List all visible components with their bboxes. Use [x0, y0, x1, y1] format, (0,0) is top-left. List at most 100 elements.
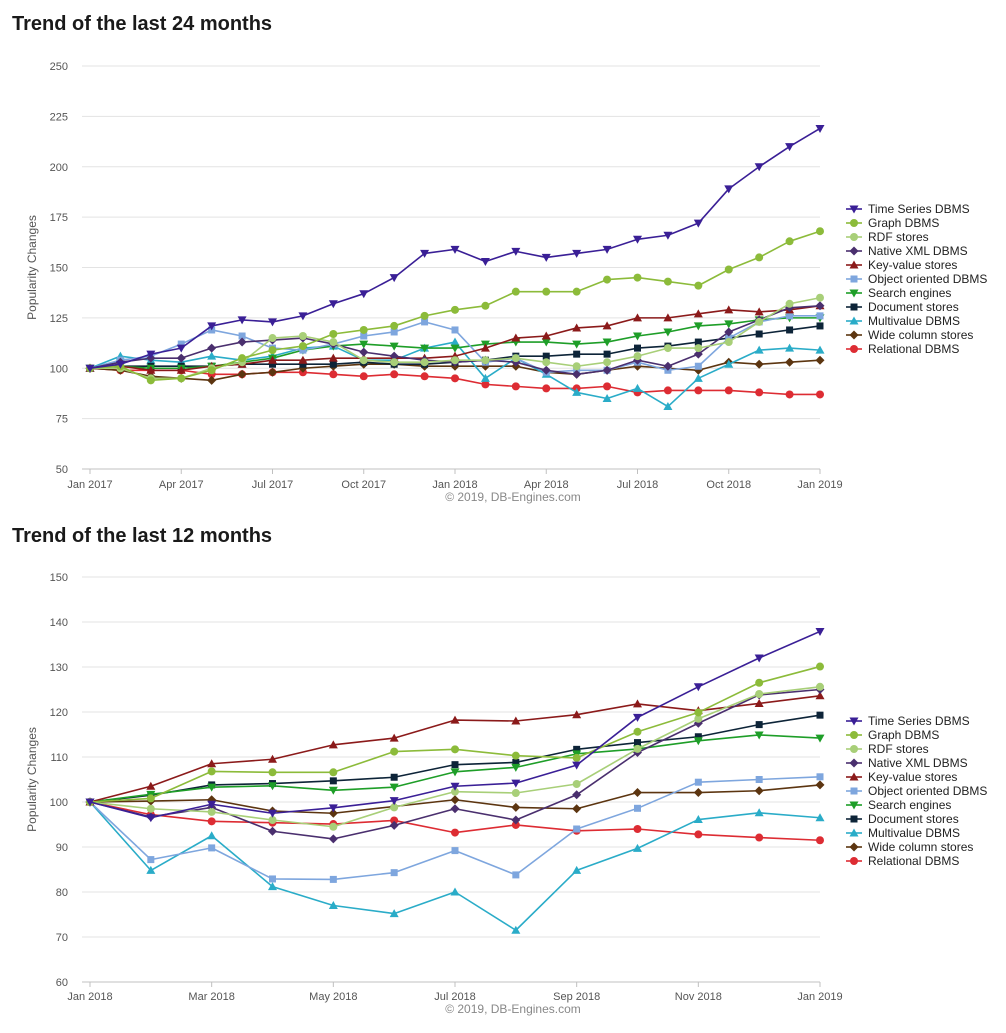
- data-point-rdf-stores[interactable]: [724, 338, 733, 347]
- data-point-time-series-dbms[interactable]: [693, 683, 703, 692]
- data-point-object-oriented-dbms[interactable]: [390, 328, 398, 336]
- data-point-object-oriented-dbms[interactable]: [269, 875, 276, 883]
- data-point-key-value-stores[interactable]: [633, 699, 642, 708]
- data-point-time-series-dbms[interactable]: [572, 761, 582, 770]
- data-point-multivalue-dbms[interactable]: [450, 887, 460, 896]
- series-object-oriented-dbms[interactable]: [86, 773, 824, 883]
- data-point-wide-column-stores[interactable]: [785, 357, 795, 367]
- data-point-native-xml-dbms[interactable]: [541, 365, 551, 375]
- data-point-rdf-stores[interactable]: [420, 358, 429, 367]
- data-point-object-oriented-dbms[interactable]: [694, 362, 702, 370]
- data-point-key-value-stores[interactable]: [450, 715, 460, 724]
- data-point-graph-dbms[interactable]: [694, 708, 703, 717]
- legend-item-native-xml-dbms[interactable]: Native XML DBMS: [846, 244, 968, 258]
- data-point-multivalue-dbms[interactable]: [754, 808, 764, 817]
- data-point-document-stores[interactable]: [634, 344, 641, 352]
- data-point-multivalue-dbms[interactable]: [663, 402, 673, 411]
- data-point-key-value-stores[interactable]: [328, 740, 338, 749]
- legend-item-time-series-dbms[interactable]: Time Series DBMS: [846, 714, 970, 728]
- data-point-relational-dbms[interactable]: [603, 382, 612, 391]
- data-point-multivalue-dbms[interactable]: [754, 345, 764, 354]
- data-point-native-xml-dbms[interactable]: [176, 353, 186, 363]
- data-point-rdf-stores[interactable]: [694, 714, 703, 723]
- data-point-object-oriented-dbms[interactable]: [147, 856, 155, 864]
- data-point-graph-dbms[interactable]: [603, 275, 612, 284]
- data-point-rdf-stores[interactable]: [694, 344, 703, 353]
- data-point-relational-dbms[interactable]: [207, 817, 216, 826]
- data-point-multivalue-dbms[interactable]: [511, 925, 521, 934]
- data-point-graph-dbms[interactable]: [451, 745, 459, 754]
- data-point-key-value-stores[interactable]: [724, 305, 734, 314]
- data-point-rdf-stores[interactable]: [816, 293, 824, 302]
- data-point-wide-column-stores[interactable]: [237, 369, 247, 379]
- data-point-graph-dbms[interactable]: [146, 376, 155, 385]
- data-point-native-xml-dbms[interactable]: [237, 337, 247, 347]
- data-point-relational-dbms[interactable]: [451, 828, 459, 837]
- data-point-graph-dbms[interactable]: [298, 342, 307, 351]
- data-point-multivalue-dbms[interactable]: [389, 909, 399, 918]
- data-point-time-series-dbms[interactable]: [420, 249, 430, 258]
- data-point-multivalue-dbms[interactable]: [146, 865, 156, 874]
- data-point-graph-dbms[interactable]: [207, 767, 216, 776]
- data-point-native-xml-dbms[interactable]: [663, 361, 673, 371]
- data-point-key-value-stores[interactable]: [389, 733, 399, 742]
- data-point-multivalue-dbms[interactable]: [207, 351, 217, 360]
- series-graph-dbms[interactable]: [86, 227, 824, 385]
- data-point-rdf-stores[interactable]: [633, 744, 642, 753]
- data-point-time-series-dbms[interactable]: [450, 245, 460, 254]
- data-point-graph-dbms[interactable]: [146, 794, 155, 803]
- data-point-key-value-stores[interactable]: [511, 716, 521, 725]
- legend-item-multivalue-dbms[interactable]: Multivalue DBMS: [846, 826, 960, 840]
- data-point-object-oriented-dbms[interactable]: [816, 773, 824, 781]
- data-point-native-xml-dbms[interactable]: [207, 343, 217, 353]
- data-point-search-engines[interactable]: [815, 734, 825, 743]
- data-point-document-stores[interactable]: [451, 761, 459, 769]
- data-point-search-engines[interactable]: [450, 768, 460, 777]
- data-point-time-series-dbms[interactable]: [815, 124, 825, 133]
- data-point-graph-dbms[interactable]: [359, 325, 368, 334]
- data-point-wide-column-stores[interactable]: [450, 795, 460, 805]
- data-point-time-series-dbms[interactable]: [359, 290, 369, 299]
- data-point-graph-dbms[interactable]: [816, 227, 824, 236]
- data-point-graph-dbms[interactable]: [663, 277, 672, 286]
- data-point-document-stores[interactable]: [542, 352, 550, 360]
- data-point-rdf-stores[interactable]: [359, 356, 368, 365]
- data-point-document-stores[interactable]: [694, 338, 702, 346]
- data-point-time-series-dbms[interactable]: [237, 316, 247, 325]
- legend-item-graph-dbms[interactable]: Graph DBMS: [846, 216, 939, 230]
- data-point-multivalue-dbms[interactable]: [328, 901, 338, 909]
- data-point-key-value-stores[interactable]: [663, 313, 673, 322]
- data-point-object-oriented-dbms[interactable]: [360, 332, 368, 340]
- legend-item-graph-dbms[interactable]: Graph DBMS: [846, 728, 939, 742]
- data-point-graph-dbms[interactable]: [481, 301, 490, 310]
- legend-item-relational-dbms[interactable]: Relational DBMS: [846, 854, 959, 868]
- data-point-relational-dbms[interactable]: [816, 390, 824, 399]
- data-point-native-xml-dbms[interactable]: [572, 369, 582, 379]
- legend-item-rdf-stores[interactable]: RDF stores: [846, 230, 929, 244]
- data-point-time-series-dbms[interactable]: [724, 185, 734, 194]
- data-point-native-xml-dbms[interactable]: [693, 349, 703, 359]
- data-point-rdf-stores[interactable]: [785, 299, 794, 308]
- data-point-object-oriented-dbms[interactable]: [634, 804, 641, 812]
- series-rdf-stores[interactable]: [86, 682, 824, 831]
- series-time-series-dbms[interactable]: [85, 627, 825, 823]
- data-point-search-engines[interactable]: [633, 332, 642, 341]
- data-point-rdf-stores[interactable]: [390, 358, 399, 367]
- data-point-key-value-stores[interactable]: [328, 353, 338, 362]
- data-point-relational-dbms[interactable]: [359, 372, 368, 381]
- data-point-graph-dbms[interactable]: [755, 253, 764, 262]
- legend-item-wide-column-stores[interactable]: Wide column stores: [846, 328, 973, 342]
- data-point-wide-column-stores[interactable]: [693, 788, 703, 798]
- data-point-document-stores[interactable]: [694, 733, 702, 741]
- credit-text[interactable]: © 2019, DB-Engines.com: [445, 490, 581, 504]
- data-point-time-series-dbms[interactable]: [572, 249, 582, 258]
- data-point-wide-column-stores[interactable]: [207, 375, 217, 385]
- data-point-multivalue-dbms[interactable]: [815, 813, 825, 822]
- data-point-object-oriented-dbms[interactable]: [451, 847, 459, 855]
- data-point-relational-dbms[interactable]: [724, 386, 733, 395]
- data-point-key-value-stores[interactable]: [268, 754, 277, 763]
- data-point-time-series-dbms[interactable]: [511, 247, 521, 256]
- data-point-native-xml-dbms[interactable]: [450, 804, 460, 814]
- data-point-wide-column-stores[interactable]: [754, 786, 764, 796]
- data-point-object-oriented-dbms[interactable]: [208, 844, 216, 852]
